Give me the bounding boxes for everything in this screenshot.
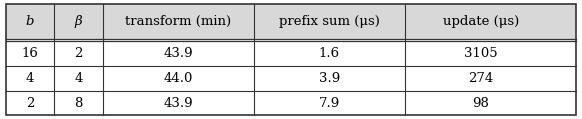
Text: b: b bbox=[26, 15, 34, 28]
Text: 274: 274 bbox=[468, 72, 494, 85]
Text: 4: 4 bbox=[26, 72, 34, 85]
Text: 8: 8 bbox=[74, 97, 83, 110]
Text: 16: 16 bbox=[22, 47, 38, 60]
Text: 3105: 3105 bbox=[464, 47, 498, 60]
Text: 44.0: 44.0 bbox=[164, 72, 193, 85]
Text: 7.9: 7.9 bbox=[319, 97, 340, 110]
Text: 98: 98 bbox=[472, 97, 489, 110]
Text: update (μs): update (μs) bbox=[442, 15, 519, 28]
Text: 43.9: 43.9 bbox=[164, 47, 193, 60]
Text: prefix sum (μs): prefix sum (μs) bbox=[279, 15, 380, 28]
Text: 1.6: 1.6 bbox=[319, 47, 340, 60]
Text: transform (min): transform (min) bbox=[125, 15, 232, 28]
Bar bbox=[6, 4, 576, 39]
Text: 43.9: 43.9 bbox=[164, 97, 193, 110]
Text: 3.9: 3.9 bbox=[319, 72, 340, 85]
Text: 2: 2 bbox=[26, 97, 34, 110]
Text: 2: 2 bbox=[74, 47, 83, 60]
Text: β: β bbox=[74, 15, 83, 28]
Text: 4: 4 bbox=[74, 72, 83, 85]
